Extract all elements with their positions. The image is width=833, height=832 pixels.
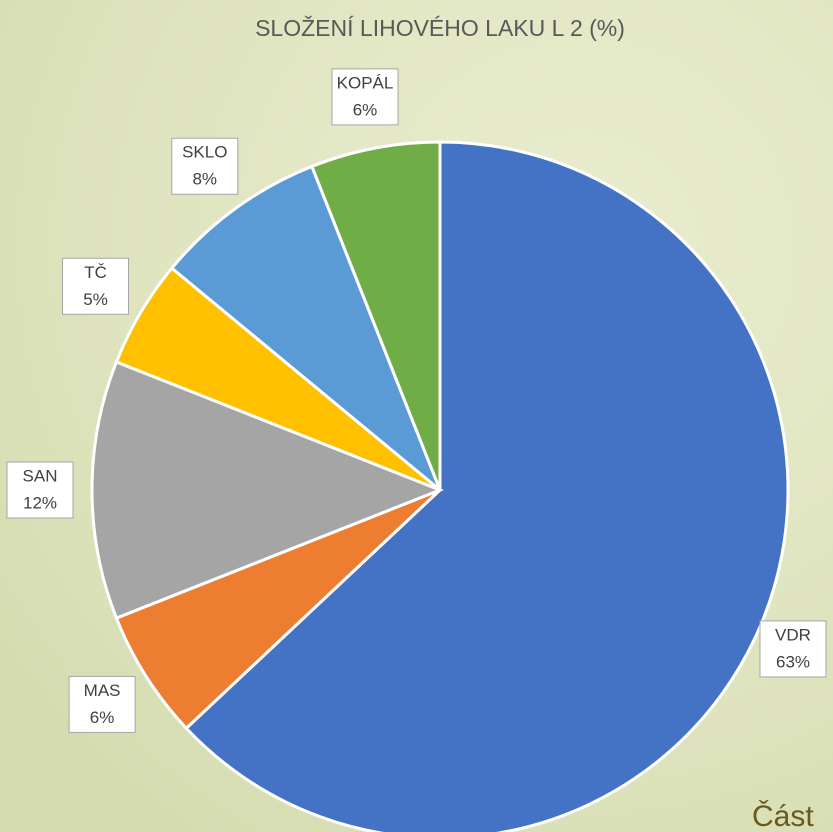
data-label-value: 8% [192,170,217,189]
pie-slice [169,164,442,492]
data-label-box [6,461,74,519]
data-label-box [68,675,136,733]
data-label-category: MAS [84,681,121,700]
data-label-category: KOPÁL [337,73,394,92]
data-label-value: 6% [353,100,378,119]
data-label-category: SAN [23,466,58,485]
pie-slice [184,140,790,832]
data-label-value: 6% [90,708,115,727]
chart-title: SLOŽENÍ LIHOVÉHO LAKU L 2 (%) [255,15,625,41]
pie-slice [309,140,442,491]
data-label-box [759,620,827,678]
data-label-category: SKLO [182,143,227,162]
data-label-box [171,137,239,195]
data-label-value: 5% [83,290,108,309]
data-label-box [331,68,399,126]
data-label-value: 63% [776,652,810,671]
data-label-value: 12% [23,493,57,512]
data-label-category: TČ [84,263,107,282]
data-label-category: VDR [775,625,811,644]
footer-text: Část [752,799,814,832]
data-label-box [62,257,130,315]
pie-slice [114,488,442,731]
pie-slice [90,359,445,621]
